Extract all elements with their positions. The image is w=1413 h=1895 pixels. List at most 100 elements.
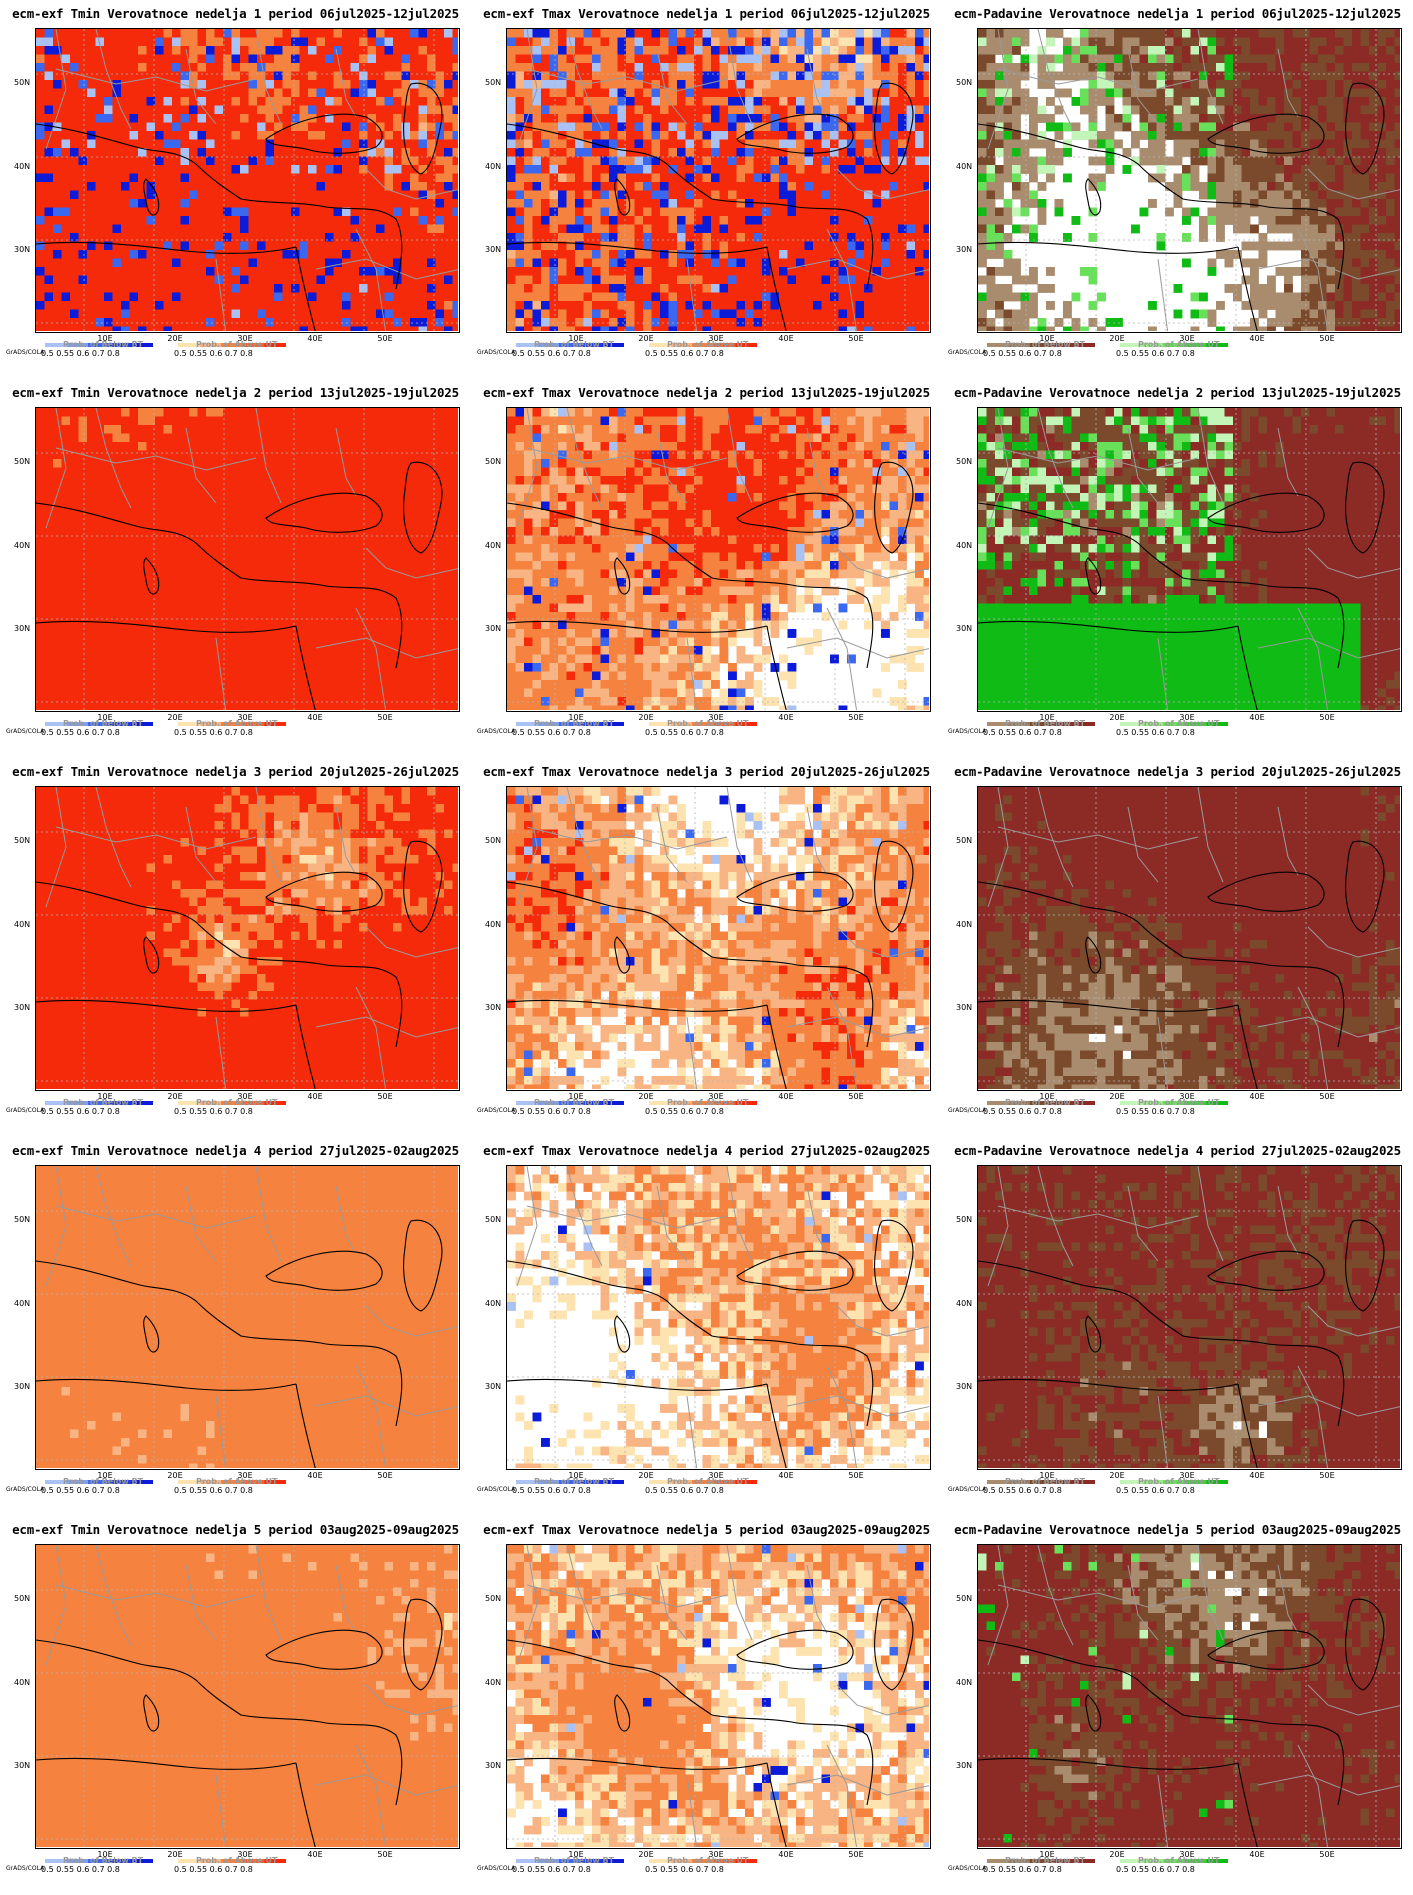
coastline (978, 241, 1239, 254)
country-border (1037, 29, 1074, 130)
coastline (614, 1315, 631, 1353)
colorbar-title: Prob. of Above UT (1138, 1477, 1219, 1486)
longitude-label: 10E (1039, 1471, 1054, 1480)
country-border (526, 68, 728, 92)
probability-raster (36, 1166, 458, 1468)
probability-raster (36, 29, 458, 331)
latitude-label: 40N (14, 162, 30, 171)
country-border (255, 1166, 282, 1262)
country-border (185, 48, 217, 125)
colorbar-ticks: 0.5 0.55 0.6 0.7 0.8 (41, 349, 120, 358)
latitude-label: 40N (14, 1299, 30, 1308)
coastline (766, 1004, 787, 1089)
colorbar-ticks: 0.5 0.55 0.6 0.7 0.8 (512, 1107, 591, 1116)
country-border (987, 29, 1009, 150)
country-border (726, 1166, 753, 1262)
grads-credit: GrADS/COLA (477, 1107, 515, 1114)
country-border (686, 637, 698, 710)
coastline (736, 492, 854, 533)
coastline (874, 1598, 914, 1691)
country-border (215, 1016, 227, 1089)
longitude-label: 50E (1319, 1471, 1334, 1480)
country-border (987, 1166, 1009, 1287)
grads-credit: GrADS/COLA (477, 1865, 515, 1872)
country-border (1257, 258, 1400, 280)
country-border (365, 926, 458, 958)
longitude-label: 30E (237, 1471, 252, 1480)
coastline (1085, 1315, 1102, 1353)
latitude-label: 40N (485, 541, 501, 550)
grads-credit: GrADS/COLA (948, 728, 986, 735)
coastline (736, 871, 854, 912)
country-border (836, 1305, 929, 1337)
coastline (295, 246, 316, 331)
country-border (686, 1016, 698, 1089)
coastline (403, 840, 443, 933)
colorbar-ticks: 0.5 0.55 0.6 0.7 0.8 (983, 728, 1062, 737)
colorbar (987, 1101, 1095, 1105)
latitude-label: 50N (14, 1215, 30, 1224)
panel-title: ecm-exf Tmax Verovatnoce nedelja 5 perio… (471, 1522, 942, 1537)
latitude-label: 50N (485, 1215, 501, 1224)
colorbar-ticks: 0.5 0.55 0.6 0.7 0.8 (512, 349, 591, 358)
forecast-panel: ecm-exf Tmin Verovatnoce nedelja 3 perio… (0, 758, 471, 1137)
forecast-panel: ecm-Padavine Verovatnoce nedelja 2 perio… (942, 379, 1413, 758)
latitude-label: 50N (14, 78, 30, 87)
longitude-label: 30E (237, 1092, 252, 1101)
colorbar-ticks: 0.5 0.55 0.6 0.7 0.8 (41, 1865, 120, 1874)
country-border (1257, 1395, 1400, 1417)
country-border (806, 48, 828, 118)
country-border (95, 1545, 132, 1646)
country-border (516, 787, 538, 908)
coastline (614, 1694, 631, 1732)
coastline (736, 1250, 854, 1291)
country-border (526, 1205, 728, 1229)
forecast-panel: ecm-exf Tmin Verovatnoce nedelja 4 perio… (0, 1137, 471, 1516)
colorbar-title: Prob. of Below BT (534, 1477, 614, 1486)
colorbar-title: Prob. of Below BT (63, 1477, 143, 1486)
coastline (1207, 113, 1325, 154)
colorbar (649, 343, 757, 347)
coastline (614, 178, 631, 216)
latitude-label: 50N (956, 1594, 972, 1603)
country-border (1197, 1545, 1224, 1641)
map-frame (506, 1165, 931, 1470)
country-border (1037, 408, 1074, 509)
colorbar-title: Prob. of Above UT (667, 340, 748, 349)
country-border (516, 1545, 538, 1666)
country-border (355, 228, 387, 331)
country-border (997, 1584, 1199, 1608)
colorbar-title: Prob. of Above UT (667, 1098, 748, 1107)
country-border (806, 1564, 828, 1634)
longitude-label: 20E (638, 713, 653, 722)
colorbar-title: Prob. of Above UT (196, 719, 277, 728)
latitude-label: 40N (485, 162, 501, 171)
country-border (365, 1684, 458, 1716)
coastline (1345, 461, 1385, 554)
latitude-label: 30N (956, 1382, 972, 1391)
colorbar-ticks: 0.5 0.55 0.6 0.7 0.8 (645, 1107, 724, 1116)
map-frame (35, 1165, 460, 1470)
country-border (1307, 926, 1400, 958)
coastline (36, 1378, 297, 1391)
country-border (185, 1564, 217, 1641)
longitude-label: 50E (848, 1092, 863, 1101)
panel-title: ecm-Padavine Verovatnoce nedelja 5 perio… (942, 1522, 1413, 1537)
country-border (686, 1774, 698, 1847)
country-border (1157, 1774, 1169, 1847)
country-border (826, 607, 858, 710)
longitude-label: 50E (377, 334, 392, 343)
country-border (516, 29, 538, 150)
longitude-label: 20E (1109, 713, 1124, 722)
coastline (36, 881, 403, 1048)
probability-raster (36, 787, 458, 1089)
latitude-label: 40N (956, 541, 972, 550)
coastline (1207, 871, 1325, 912)
coastline (1237, 1762, 1258, 1847)
country-border (1127, 427, 1159, 504)
coastline (36, 620, 297, 633)
country-border (566, 408, 603, 509)
coastline (1085, 1694, 1102, 1732)
longitude-label: 30E (237, 713, 252, 722)
country-border (45, 787, 67, 908)
